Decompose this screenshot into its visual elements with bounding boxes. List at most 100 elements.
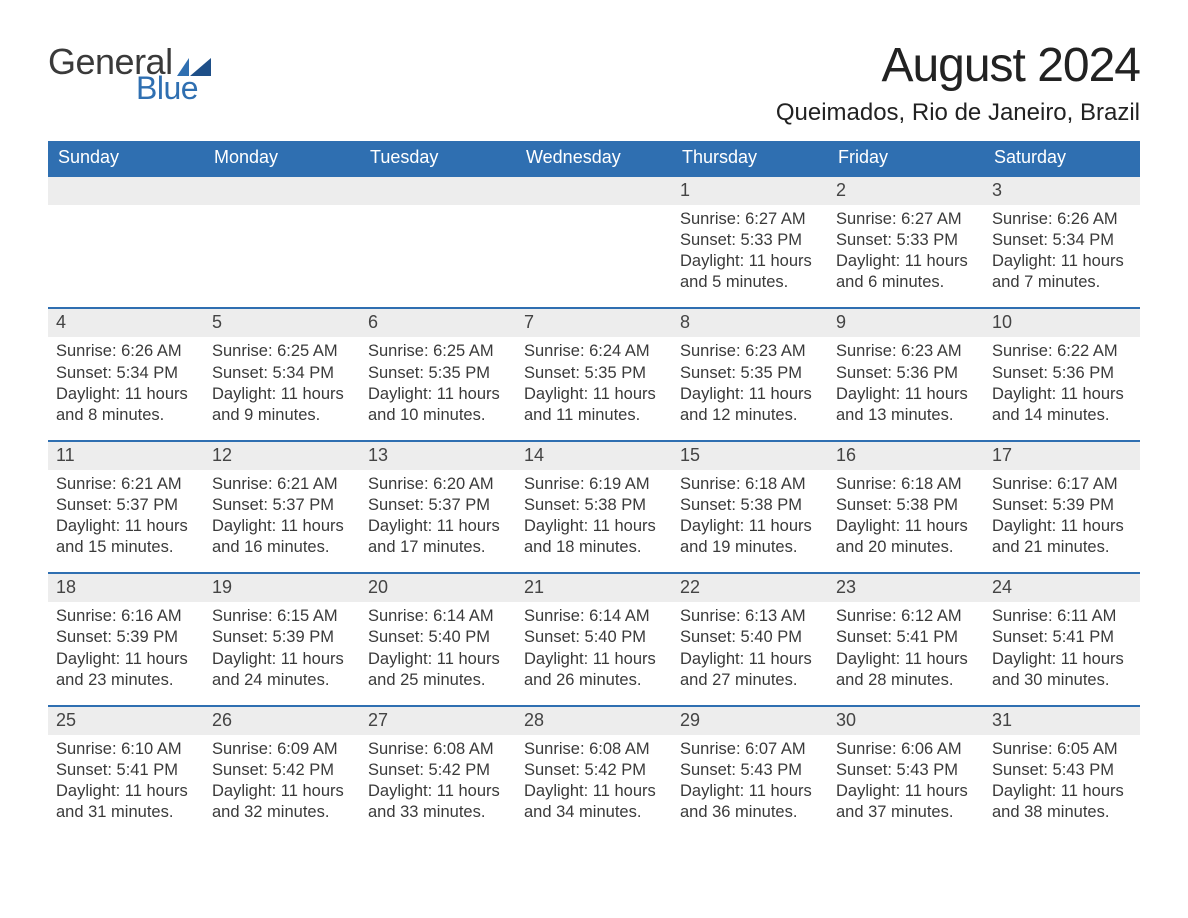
sunrise-line: Sunrise: 6:16 AM: [56, 606, 196, 627]
day-number: 30: [828, 705, 984, 735]
day-number: 19: [204, 572, 360, 602]
sunset-line: Sunset: 5:42 PM: [524, 760, 664, 781]
day-data: Sunrise: 6:17 AMSunset: 5:39 PMDaylight:…: [984, 470, 1140, 558]
day-number: 22: [672, 572, 828, 602]
weekday-header-row: Sunday Monday Tuesday Wednesday Thursday…: [48, 141, 1140, 175]
sunrise-line: Sunrise: 6:26 AM: [56, 341, 196, 362]
day-number: 1: [672, 175, 828, 205]
calendar-cell: 1Sunrise: 6:27 AMSunset: 5:33 PMDaylight…: [672, 175, 828, 307]
day-data: Sunrise: 6:14 AMSunset: 5:40 PMDaylight:…: [360, 602, 516, 690]
calendar-cell: 30Sunrise: 6:06 AMSunset: 5:43 PMDayligh…: [828, 705, 984, 837]
sunset-line: Sunset: 5:33 PM: [680, 230, 820, 251]
calendar-cell: 10Sunrise: 6:22 AMSunset: 5:36 PMDayligh…: [984, 307, 1140, 439]
day-data: Sunrise: 6:11 AMSunset: 5:41 PMDaylight:…: [984, 602, 1140, 690]
day-number: 13: [360, 440, 516, 470]
calendar-cell: 3Sunrise: 6:26 AMSunset: 5:34 PMDaylight…: [984, 175, 1140, 307]
day-number: 28: [516, 705, 672, 735]
day-number: [360, 175, 516, 205]
day-data: Sunrise: 6:14 AMSunset: 5:40 PMDaylight:…: [516, 602, 672, 690]
day-number: 2: [828, 175, 984, 205]
sunrise-line: Sunrise: 6:20 AM: [368, 474, 508, 495]
calendar-week: 1Sunrise: 6:27 AMSunset: 5:33 PMDaylight…: [48, 175, 1140, 307]
weekday-header: Tuesday: [360, 141, 516, 175]
day-data: Sunrise: 6:08 AMSunset: 5:42 PMDaylight:…: [360, 735, 516, 823]
calendar-week: 18Sunrise: 6:16 AMSunset: 5:39 PMDayligh…: [48, 572, 1140, 704]
calendar-cell: 21Sunrise: 6:14 AMSunset: 5:40 PMDayligh…: [516, 572, 672, 704]
day-data: Sunrise: 6:15 AMSunset: 5:39 PMDaylight:…: [204, 602, 360, 690]
sunrise-line: Sunrise: 6:12 AM: [836, 606, 976, 627]
sunrise-line: Sunrise: 6:25 AM: [212, 341, 352, 362]
daylight-line: Daylight: 11 hours and 33 minutes.: [368, 781, 508, 823]
calendar-cell: 4Sunrise: 6:26 AMSunset: 5:34 PMDaylight…: [48, 307, 204, 439]
calendar-cell: 7Sunrise: 6:24 AMSunset: 5:35 PMDaylight…: [516, 307, 672, 439]
day-data: Sunrise: 6:18 AMSunset: 5:38 PMDaylight:…: [828, 470, 984, 558]
day-data: Sunrise: 6:26 AMSunset: 5:34 PMDaylight:…: [48, 337, 204, 425]
calendar-cell: 2Sunrise: 6:27 AMSunset: 5:33 PMDaylight…: [828, 175, 984, 307]
daylight-line: Daylight: 11 hours and 14 minutes.: [992, 384, 1132, 426]
sunrise-line: Sunrise: 6:25 AM: [368, 341, 508, 362]
daylight-line: Daylight: 11 hours and 25 minutes.: [368, 649, 508, 691]
calendar-cell: [204, 175, 360, 307]
day-data: Sunrise: 6:25 AMSunset: 5:35 PMDaylight:…: [360, 337, 516, 425]
sunrise-line: Sunrise: 6:07 AM: [680, 739, 820, 760]
daylight-line: Daylight: 11 hours and 21 minutes.: [992, 516, 1132, 558]
day-number: 15: [672, 440, 828, 470]
day-number: 9: [828, 307, 984, 337]
weekday-header: Thursday: [672, 141, 828, 175]
day-number: 3: [984, 175, 1140, 205]
sunrise-line: Sunrise: 6:17 AM: [992, 474, 1132, 495]
calendar-cell: 17Sunrise: 6:17 AMSunset: 5:39 PMDayligh…: [984, 440, 1140, 572]
day-data: Sunrise: 6:09 AMSunset: 5:42 PMDaylight:…: [204, 735, 360, 823]
weekday-header: Wednesday: [516, 141, 672, 175]
day-data: Sunrise: 6:23 AMSunset: 5:35 PMDaylight:…: [672, 337, 828, 425]
day-data: Sunrise: 6:06 AMSunset: 5:43 PMDaylight:…: [828, 735, 984, 823]
daylight-line: Daylight: 11 hours and 11 minutes.: [524, 384, 664, 426]
sunset-line: Sunset: 5:39 PM: [56, 627, 196, 648]
calendar-cell: 9Sunrise: 6:23 AMSunset: 5:36 PMDaylight…: [828, 307, 984, 439]
sunset-line: Sunset: 5:43 PM: [680, 760, 820, 781]
day-number: 6: [360, 307, 516, 337]
daylight-line: Daylight: 11 hours and 19 minutes.: [680, 516, 820, 558]
calendar-cell: 22Sunrise: 6:13 AMSunset: 5:40 PMDayligh…: [672, 572, 828, 704]
location-label: Queimados, Rio de Janeiro, Brazil: [776, 99, 1140, 127]
sunrise-line: Sunrise: 6:10 AM: [56, 739, 196, 760]
sunset-line: Sunset: 5:41 PM: [56, 760, 196, 781]
daylight-line: Daylight: 11 hours and 37 minutes.: [836, 781, 976, 823]
calendar-cell: 31Sunrise: 6:05 AMSunset: 5:43 PMDayligh…: [984, 705, 1140, 837]
day-number: 21: [516, 572, 672, 602]
sunrise-line: Sunrise: 6:21 AM: [212, 474, 352, 495]
daylight-line: Daylight: 11 hours and 34 minutes.: [524, 781, 664, 823]
day-data: Sunrise: 6:13 AMSunset: 5:40 PMDaylight:…: [672, 602, 828, 690]
calendar-cell: [516, 175, 672, 307]
day-number: 29: [672, 705, 828, 735]
calendar-cell: [48, 175, 204, 307]
day-data: Sunrise: 6:12 AMSunset: 5:41 PMDaylight:…: [828, 602, 984, 690]
sunrise-line: Sunrise: 6:11 AM: [992, 606, 1132, 627]
daylight-line: Daylight: 11 hours and 24 minutes.: [212, 649, 352, 691]
calendar-week: 25Sunrise: 6:10 AMSunset: 5:41 PMDayligh…: [48, 705, 1140, 837]
daylight-line: Daylight: 11 hours and 17 minutes.: [368, 516, 508, 558]
sunset-line: Sunset: 5:37 PM: [368, 495, 508, 516]
sunset-line: Sunset: 5:35 PM: [524, 363, 664, 384]
daylight-line: Daylight: 11 hours and 12 minutes.: [680, 384, 820, 426]
brand-flag-icon: [177, 54, 211, 76]
daylight-line: Daylight: 11 hours and 15 minutes.: [56, 516, 196, 558]
daylight-line: Daylight: 11 hours and 18 minutes.: [524, 516, 664, 558]
daylight-line: Daylight: 11 hours and 10 minutes.: [368, 384, 508, 426]
day-number: 10: [984, 307, 1140, 337]
calendar-cell: 18Sunrise: 6:16 AMSunset: 5:39 PMDayligh…: [48, 572, 204, 704]
sunset-line: Sunset: 5:43 PM: [836, 760, 976, 781]
sunset-line: Sunset: 5:40 PM: [524, 627, 664, 648]
calendar-cell: 6Sunrise: 6:25 AMSunset: 5:35 PMDaylight…: [360, 307, 516, 439]
calendar-week: 4Sunrise: 6:26 AMSunset: 5:34 PMDaylight…: [48, 307, 1140, 439]
sunset-line: Sunset: 5:35 PM: [680, 363, 820, 384]
day-data: Sunrise: 6:27 AMSunset: 5:33 PMDaylight:…: [672, 205, 828, 293]
sunset-line: Sunset: 5:37 PM: [56, 495, 196, 516]
sunset-line: Sunset: 5:37 PM: [212, 495, 352, 516]
day-number: 26: [204, 705, 360, 735]
sunrise-line: Sunrise: 6:08 AM: [524, 739, 664, 760]
weekday-header: Sunday: [48, 141, 204, 175]
day-data: Sunrise: 6:07 AMSunset: 5:43 PMDaylight:…: [672, 735, 828, 823]
calendar-cell: 19Sunrise: 6:15 AMSunset: 5:39 PMDayligh…: [204, 572, 360, 704]
day-data: Sunrise: 6:23 AMSunset: 5:36 PMDaylight:…: [828, 337, 984, 425]
